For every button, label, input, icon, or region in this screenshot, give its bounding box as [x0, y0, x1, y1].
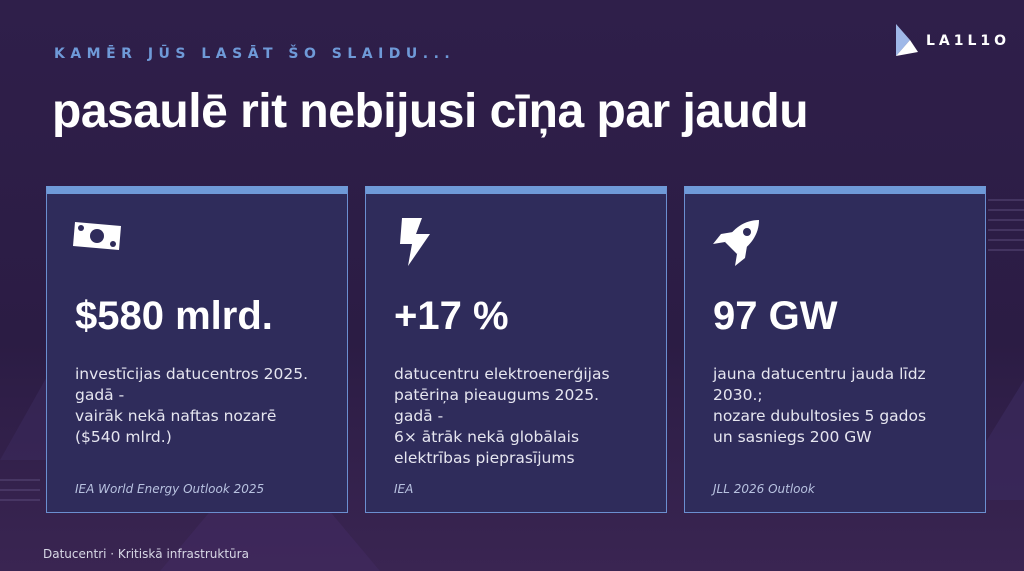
card-source: JLL 2026 Outlook	[713, 482, 815, 496]
title: pasaulē rit nebijusi cīņa par jaudu	[52, 85, 809, 138]
description-line: patēriņa pieaugums 2025.	[394, 386, 600, 404]
description-line: un sasniegs 200 GW	[713, 428, 872, 446]
description-line: vairāk nekā naftas nozarē	[75, 407, 277, 425]
logo: LA1L1O	[926, 33, 1011, 49]
card-source: IEA World Energy Outlook 2025	[75, 482, 265, 496]
description-line: 2030.;	[713, 386, 763, 404]
logo-mark	[896, 24, 918, 56]
description-line: ($540 mlrd.)	[75, 428, 172, 446]
description-line: nozare dubultosies 5 gados	[713, 407, 927, 425]
kicker: KAMĒR JŪS LASĀT ŠO SLAIDU...	[54, 46, 456, 62]
description-line: 6× ātrāk nekā globālais	[394, 428, 580, 446]
bolt-icon	[400, 218, 430, 266]
card: $580 mlrd. investīcijas datucentros 2025…	[46, 186, 348, 513]
card-description: jauna datucentru jauda līdz 2030.; nozare …	[713, 364, 926, 448]
footer: Datucentri · Kritiskā infrastruktūra	[43, 547, 249, 561]
description-line: gadā -	[394, 407, 444, 425]
description-line: datucentru elektroenerģijas	[394, 365, 610, 383]
money-icon	[73, 222, 121, 250]
card: 97 GW jauna datucentru jauda līdz 2030.; n…	[684, 186, 986, 513]
card-value: $580 mlrd.	[75, 294, 273, 338]
card-description: investīcijas datucentros 2025. gadā - vair…	[75, 364, 308, 448]
description-line: investīcijas datucentros 2025.	[75, 365, 309, 383]
card-value: 97 GW	[713, 294, 838, 338]
description-line: jauna datucentru jauda līdz	[713, 365, 926, 383]
card-source: IEA	[394, 482, 414, 496]
card-description: datucentru elektroenerģijas patēriņa piea…	[394, 364, 610, 469]
card-value: +17 %	[394, 294, 509, 338]
rocket-icon	[713, 220, 759, 266]
card: +17 % datucentru elektroenerģijas patēriņ…	[365, 186, 667, 513]
description-line: gadā -	[75, 386, 125, 404]
description-line: elektrības pieprasījums	[394, 449, 575, 467]
